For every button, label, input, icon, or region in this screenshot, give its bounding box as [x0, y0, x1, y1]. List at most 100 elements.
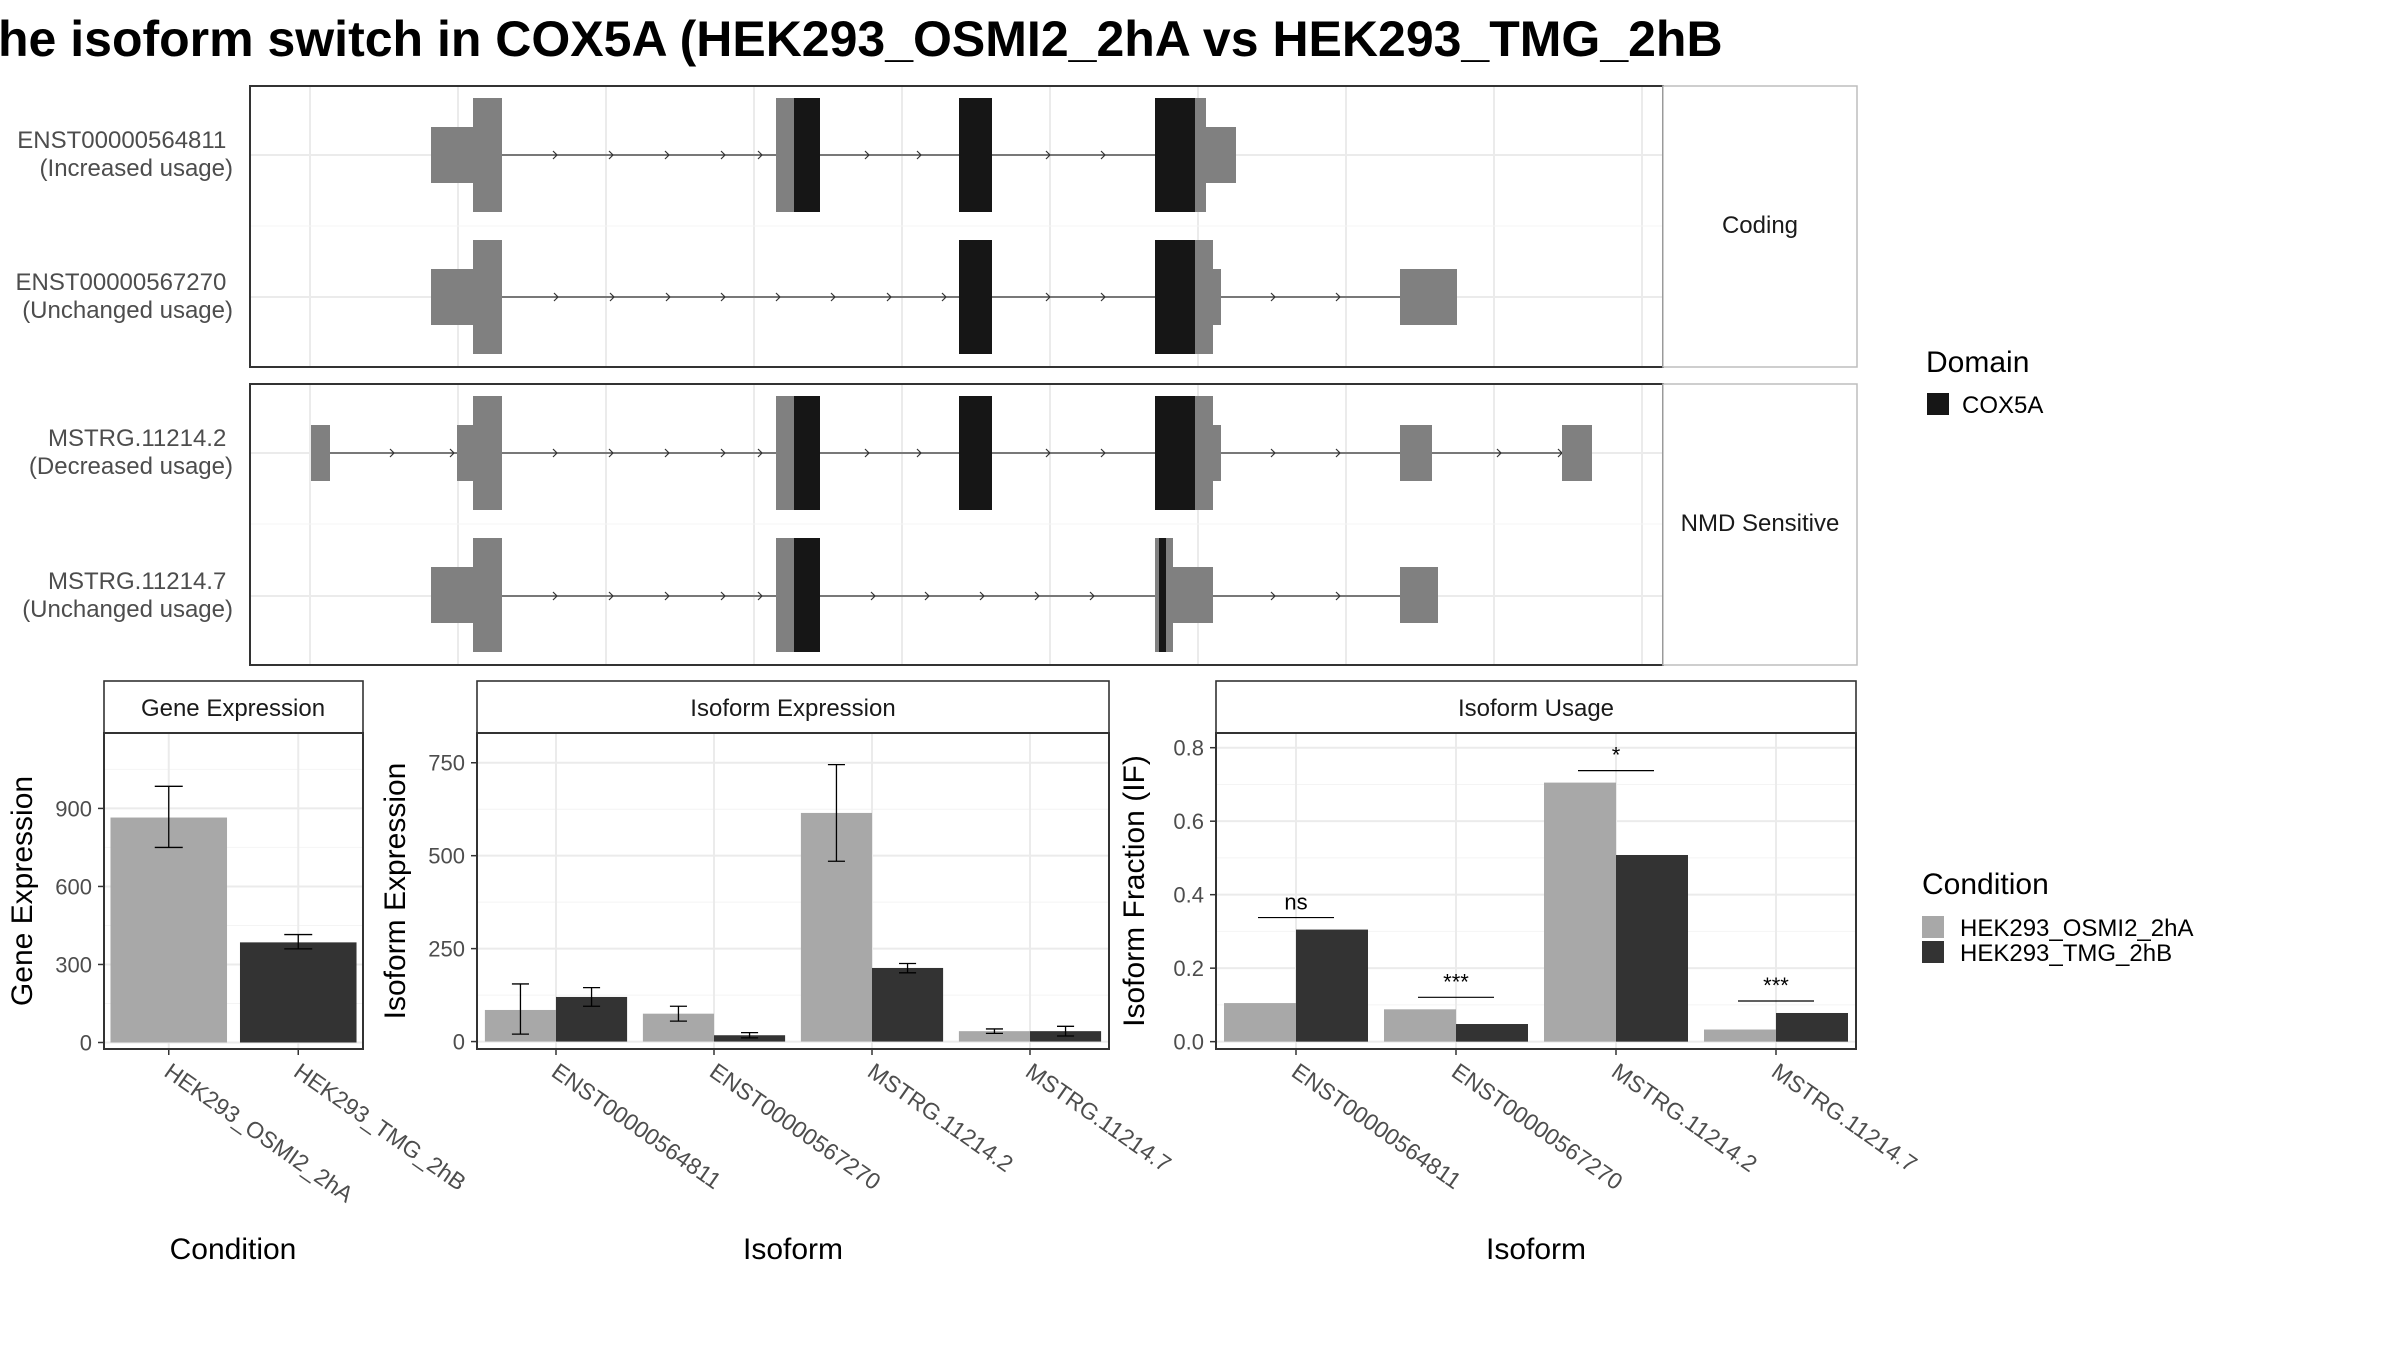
condition-legend-title: Condition — [1922, 868, 2049, 901]
y-axis-title: Isoform Fraction (IF) — [1118, 755, 1151, 1027]
transcript-usage: (Decreased usage) — [29, 453, 233, 480]
y-tick-label: 750 — [428, 751, 465, 776]
coding-exon — [1166, 538, 1173, 652]
coding-exon — [473, 240, 502, 354]
coding-exon — [776, 98, 794, 212]
bar — [1704, 1029, 1776, 1042]
domain-exon-cox5a — [1155, 98, 1195, 212]
figure-title: he isoform switch in COX5A (HEK293_OSMI2… — [0, 11, 1723, 67]
coding-exon — [776, 396, 794, 510]
y-tick-label: 500 — [428, 844, 465, 869]
transcript-model-enst00000564811 — [431, 98, 1236, 212]
domain-legend-label-cox5a: COX5A — [1962, 392, 2043, 419]
coding-exon — [1155, 538, 1159, 652]
significance-label: * — [1612, 743, 1621, 768]
y-axis-title: Isoform Expression — [379, 763, 412, 1020]
utr-exon — [1173, 567, 1213, 623]
transcript-model-mstrg-11214-2 — [311, 396, 1592, 510]
x-tick-label: MSTRG.11214.7 — [1767, 1058, 1922, 1177]
x-tick-label: ENST00000564811 — [1287, 1058, 1466, 1194]
y-axis-title: Gene Expression — [6, 776, 39, 1006]
domain-exon-cox5a — [959, 396, 992, 510]
transcript-model-mstrg-11214-7 — [431, 538, 1438, 652]
domain-exon-cox5a — [794, 538, 820, 652]
transcript-usage: (Unchanged usage) — [22, 297, 233, 324]
coding-strip — [1662, 85, 1858, 368]
utr-exon — [311, 425, 330, 481]
panel-strip — [1215, 680, 1857, 734]
x-tick-label: ENST00000567270 — [1447, 1058, 1627, 1195]
coding-exon — [473, 538, 502, 652]
bar — [872, 967, 944, 1042]
bar — [1296, 929, 1368, 1042]
utr-exon — [431, 127, 475, 183]
utr-exon — [1562, 425, 1592, 481]
domain-exon-cox5a — [959, 240, 992, 354]
plot-panel-border — [476, 732, 1110, 1050]
plot-panel-border — [103, 732, 364, 1050]
intron-arrows — [389, 448, 1563, 458]
x-axis-title: Isoform — [1486, 1233, 1586, 1266]
y-tick-label: 0.4 — [1173, 883, 1204, 908]
utr-exon — [457, 425, 473, 481]
coding-exon — [473, 396, 502, 510]
coding-exon — [776, 538, 794, 652]
bar — [1456, 1024, 1528, 1042]
utr-exon — [1400, 425, 1432, 481]
utr-exon — [1206, 127, 1236, 183]
y-tick-label: 300 — [55, 952, 92, 977]
utr-exon — [1213, 425, 1221, 481]
plot-panel-bg — [477, 733, 1109, 1049]
bar — [1544, 782, 1616, 1042]
utr-exon — [431, 269, 475, 325]
y-tick-label: 0 — [453, 1030, 465, 1055]
intron-arrows — [552, 591, 1341, 601]
utr-exon — [1400, 567, 1438, 623]
condition-legend-label-tmg: HEK293_TMG_2hB — [1960, 940, 2172, 967]
domain-legend-key-cox5a — [1927, 393, 1949, 415]
y-tick-label: 250 — [428, 937, 465, 962]
significance-label: *** — [1443, 969, 1469, 994]
intron-arrows — [553, 292, 1341, 302]
y-tick-label: 0.6 — [1173, 809, 1204, 834]
domain-exon-cox5a — [959, 98, 992, 212]
domain-legend-title: Domain — [1926, 346, 2029, 379]
y-tick-label: 0.8 — [1173, 736, 1204, 761]
y-tick-label: 900 — [55, 796, 92, 821]
y-tick-label: 0.2 — [1173, 956, 1204, 981]
coding-exon — [1195, 240, 1213, 354]
panel-strip-title: Isoform Usage — [1458, 695, 1614, 722]
domain-exon-cox5a — [1155, 396, 1195, 510]
chart-isoform-expression: Isoform Expression 0 250 500 750 ENST00000564… — [379, 680, 1176, 1266]
significance-label: *** — [1763, 973, 1789, 998]
y-tick-label: 600 — [55, 874, 92, 899]
domain-exon-cox5a — [794, 396, 820, 510]
transcript-usage: (Increased usage) — [40, 155, 233, 182]
condition-legend-key-osmi2 — [1922, 916, 1944, 938]
significance-label: ns — [1284, 890, 1307, 915]
bar — [1384, 1009, 1456, 1042]
bar-charts: Gene Expression0300600900HEK293_OSMI2_2h… — [6, 680, 1922, 1266]
condition-legend-key-tmg — [1922, 941, 1944, 963]
chart-isoform-usage: Isoform Usagens*******0.00.20.40.60.8ENS… — [1118, 680, 1922, 1266]
bar — [1776, 1012, 1848, 1042]
x-tick-label: MSTRG.11214.2 — [863, 1058, 1018, 1177]
x-axis-title: Isoform — [743, 1233, 843, 1266]
panel-strip-title: Isoform Expression — [690, 695, 895, 722]
plot-panel-border — [1215, 732, 1857, 1050]
condition-legend-label-osmi2: HEK293_OSMI2_2hA — [1960, 915, 2193, 942]
x-axis-title: Condition — [170, 1233, 297, 1266]
condition-legend: Condition HEK293_OSMI2_2hA HEK293_TMG_2h… — [1922, 868, 2193, 967]
domain-exon-cox5a — [794, 98, 820, 212]
panel-strip-title: Gene Expression — [141, 695, 325, 722]
transcript-model-enst00000567270 — [431, 240, 1457, 354]
nmd-strip — [1662, 383, 1858, 666]
domain-exon-cox5a — [1155, 240, 1195, 354]
domain-exon-cox5a — [1159, 538, 1166, 652]
x-tick-label: MSTRG.11214.7 — [1021, 1058, 1176, 1177]
y-tick-label: 0.0 — [1173, 1030, 1204, 1055]
bar — [110, 817, 228, 1043]
transcript-usage: (Unchanged usage) — [22, 596, 233, 623]
bar — [958, 1031, 1030, 1042]
